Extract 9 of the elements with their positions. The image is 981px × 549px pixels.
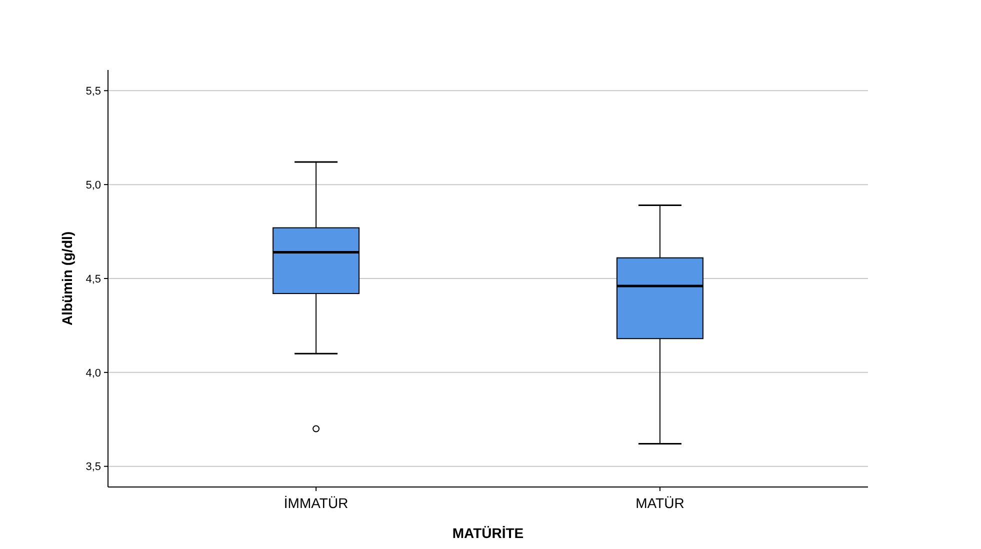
x-tick-label: MATÜR [636,495,684,511]
y-tick-label: 4,0 [86,367,101,380]
y-tick-label: 5,5 [86,86,101,98]
x-axis-title: MATÜRİTE [452,525,524,541]
y-tick-label: 4,5 [86,273,101,286]
y-tick-label: 3,5 [86,461,101,474]
y-tick-label: 5,0 [86,179,101,192]
x-tick-label: İMMATÜR [284,495,348,511]
y-axis-title: Albümin (g/dl) [59,231,75,326]
